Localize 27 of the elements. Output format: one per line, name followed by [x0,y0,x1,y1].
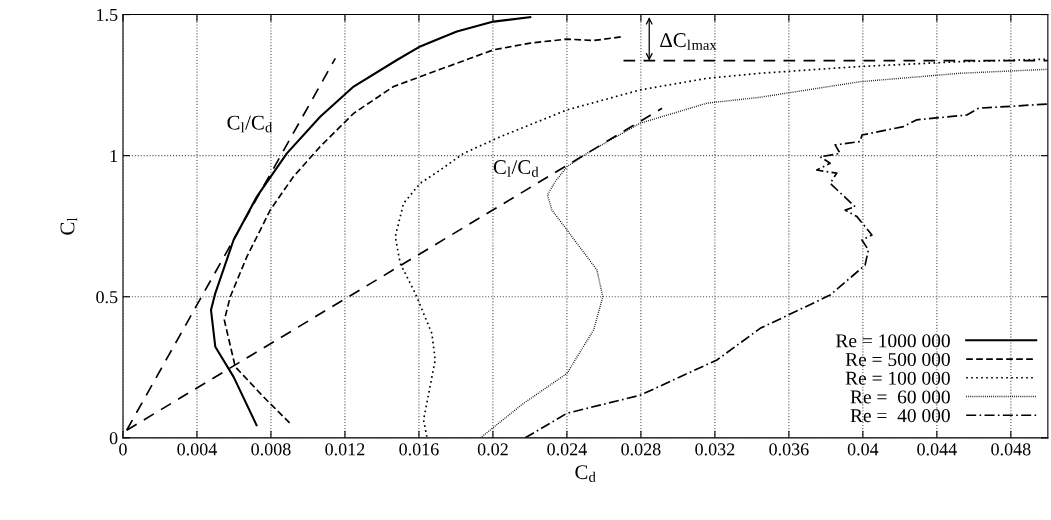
x-tick-label: 0.04 [847,443,879,456]
annotation: C$_{l}$/C$_{d}$ [493,160,539,177]
x-tick-label: 0.004 [177,443,217,456]
legend-label: Re = 1000 000 [835,334,950,348]
x-tick-label: 0.036 [769,443,809,456]
legend-label: Re = 60 000 [850,390,950,404]
x-tick-label: 0.008 [251,443,291,456]
legend-label: Re = 500 000 [845,352,950,367]
annotation: C$_{l}$/C$_{d}$ [227,115,273,133]
legend-label: Re = 100 000 [845,371,950,385]
x-tick-label: 0.044 [917,443,957,456]
x-tick-label: 0.032 [695,443,735,456]
y-tick-label: 1.5 [97,8,118,22]
x-tick-label: 0 [119,443,127,456]
x-tick-label: 0.02 [477,443,508,456]
x-tick-label: 0.048 [991,443,1031,456]
x-tick-label: 0.024 [547,443,587,456]
x-tick-label: 0.016 [399,443,439,456]
y-axis-title: C$_{l}$ [60,217,78,235]
annotation: ΔC$_{lmax}$ [660,33,717,50]
y-tick-label: 0 [109,432,118,445]
x-tick-label: 0.012 [325,443,365,456]
y-tick-label: 1 [110,150,118,162]
legend-label: Re = 40 000 [850,409,950,423]
y-tick-label: 0.5 [96,291,118,304]
x-tick-label: 0.028 [621,443,661,456]
x-axis-title: C$_{d}$ [575,465,596,482]
